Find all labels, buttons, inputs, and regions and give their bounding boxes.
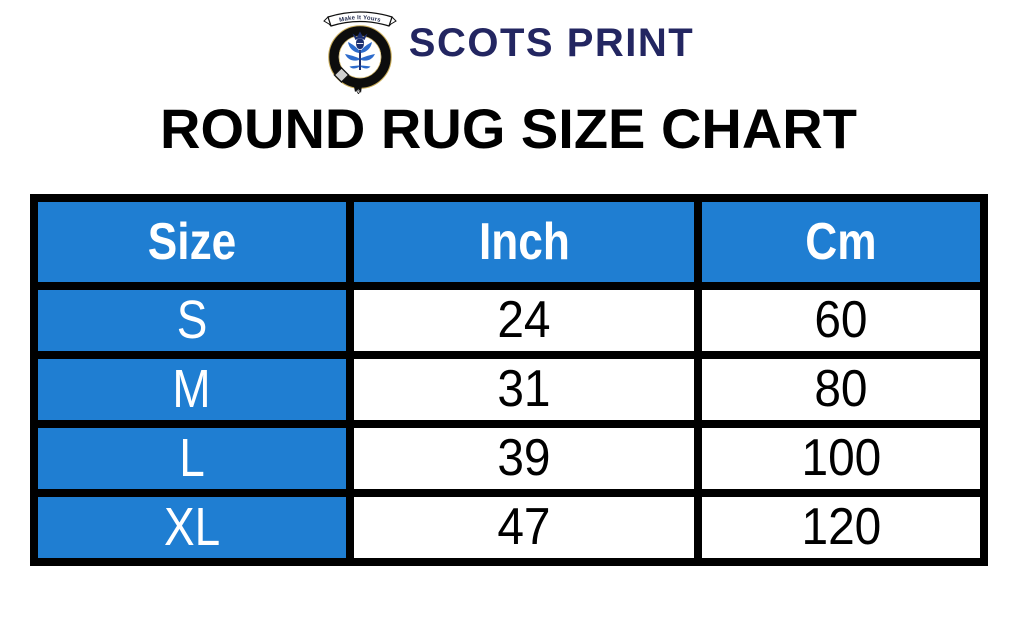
inch-value: 24 [497,291,551,350]
size-chart-table-wrap: Size Inch Cm S 24 60 M 31 80 L 39 100 [29,193,988,566]
size-cell-s: S [29,281,354,359]
table-row-m: M 31 80 [29,350,988,428]
table-row-s: S 24 60 [29,281,988,359]
logo-buckle [330,64,353,85]
logo-banner-text: Make It Yours [339,15,382,24]
cm-value: 100 [801,429,881,488]
cm-cell-xl: 120 [694,488,988,566]
size-label: XL [163,497,220,558]
svg-text:Make It Yours: Make It Yours [339,15,382,24]
column-header-size: Size [29,193,354,290]
inch-value: 39 [497,429,551,488]
inch-cell-l: 39 [345,419,703,497]
header-row: Size Inch Cm [29,193,988,290]
column-header-inch-label: Inch [478,212,570,271]
cm-value: 60 [814,291,868,350]
cm-cell-s: 60 [694,281,988,359]
table-row-l: L 39 100 [29,419,988,497]
inch-cell-s: 24 [345,281,703,359]
size-cell-l: L [29,419,354,497]
cm-value: 80 [814,360,868,419]
column-header-cm-label: Cm [805,212,877,271]
inch-value: 31 [497,360,551,419]
column-header-cm: Cm [694,193,988,290]
inch-cell-xl: 47 [345,488,703,566]
inch-value: 47 [497,498,551,557]
brand-name: SCOTS PRINT [408,21,695,65]
brand-header: Make It Yours [0,0,1017,94]
size-label: L [178,428,205,489]
inch-cell-m: 31 [345,350,703,428]
scots-print-logo: Make It Yours [322,11,397,94]
size-chart-table: Size Inch Cm S 24 60 M 31 80 L 39 100 [29,193,988,566]
column-header-inch: Inch [345,193,703,290]
column-header-size-label: Size [147,212,236,271]
cm-cell-m: 80 [694,350,988,428]
logo-thistle-icon [344,31,375,70]
size-cell-m: M [29,350,354,428]
logo-strap-tail [352,81,363,94]
table-row-xl: XL 47 120 [29,488,988,566]
cm-value: 120 [801,498,881,557]
size-label: S [176,290,207,351]
size-cell-xl: XL [29,488,354,566]
page-title: ROUND RUG SIZE CHART [160,97,857,160]
size-label: M [172,359,211,420]
cm-cell-l: 100 [694,419,988,497]
logo-banner: Make It Yours [322,11,397,27]
